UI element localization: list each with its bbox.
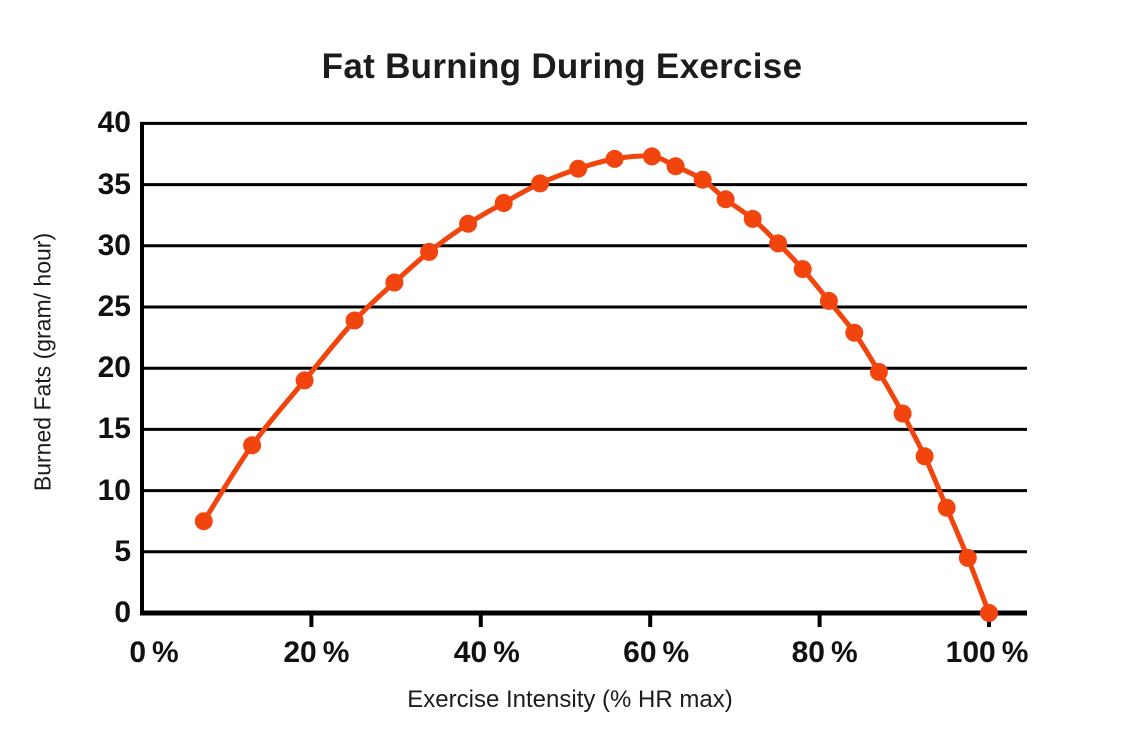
y-tick-label: 25	[97, 290, 131, 323]
data-point	[769, 234, 788, 253]
data-point	[243, 436, 262, 455]
data-point	[345, 311, 364, 330]
data-point	[693, 170, 712, 189]
y-tick-label: 5	[114, 534, 131, 568]
y-tick-label: 20	[97, 351, 131, 385]
data-point	[937, 498, 956, 517]
y-tick-label: 0	[114, 596, 131, 629]
y-tick-label: 30	[97, 228, 131, 262]
data-point	[194, 512, 213, 531]
data-point	[420, 242, 439, 261]
x-tick-label: 20 %	[283, 636, 350, 669]
plot-area	[140, 121, 1027, 627]
data-point	[531, 174, 550, 193]
x-tick-label: 60 %	[623, 636, 690, 669]
data-point	[980, 604, 998, 622]
x-tick-label: 100 %	[945, 636, 1029, 669]
data-point	[893, 404, 912, 423]
data-point	[385, 273, 404, 292]
gridlines	[140, 121, 1027, 554]
data-point	[819, 291, 838, 310]
data-point	[642, 147, 661, 166]
data-point	[869, 362, 888, 381]
x-axis-title: Exercise Intensity (% HR max)	[407, 686, 733, 713]
data-point	[716, 190, 735, 209]
data-point	[295, 371, 314, 390]
y-tick-label: 15	[97, 412, 131, 446]
data-point	[569, 159, 588, 178]
data-points	[194, 147, 998, 622]
data-point	[915, 447, 934, 466]
data-point	[666, 157, 685, 176]
x-tick-label: 40 %	[453, 636, 520, 669]
y-tick-label: 35	[97, 167, 131, 201]
data-point	[605, 149, 624, 168]
data-point	[845, 323, 864, 342]
data-point	[793, 260, 812, 279]
chart-title: Fat Burning During Exercise	[321, 47, 803, 86]
y-tick-label: 40	[97, 106, 131, 140]
y-tick-label: 10	[97, 473, 131, 507]
data-point	[958, 548, 977, 567]
data-point	[459, 214, 478, 233]
x-tick-label: 80 %	[791, 636, 858, 669]
fat-burn-curve	[201, 153, 992, 616]
x-tick-label: 0 %	[129, 636, 179, 669]
data-point	[743, 209, 762, 228]
data-point	[494, 194, 513, 212]
